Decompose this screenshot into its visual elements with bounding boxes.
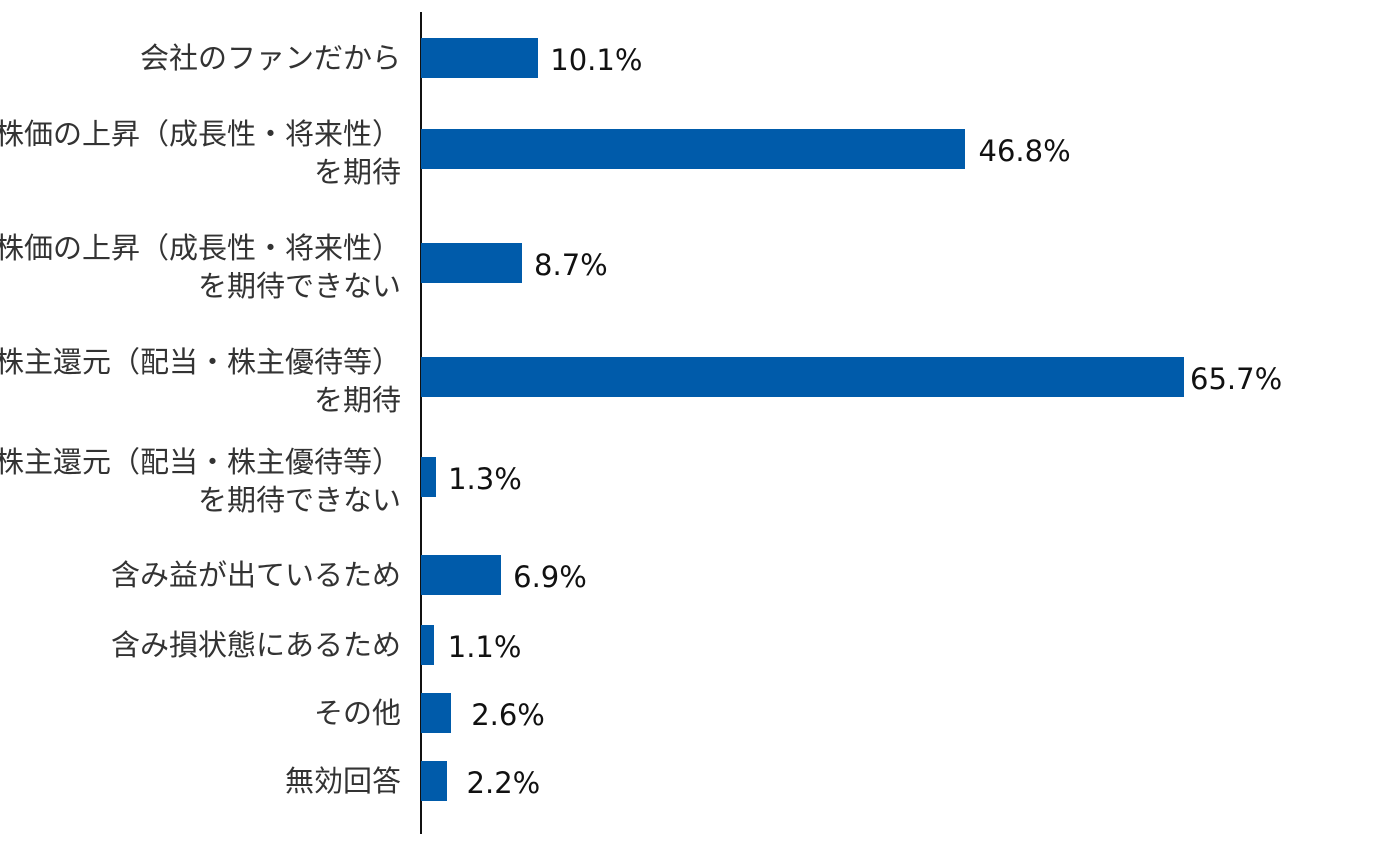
- category-label: 無効回答: [284, 764, 401, 798]
- value-label: 10.1%: [550, 43, 643, 77]
- bar: [421, 129, 965, 169]
- value-label: 2.6%: [471, 698, 545, 732]
- value-label: 6.9%: [513, 560, 587, 594]
- value-label: 1.3%: [448, 462, 522, 496]
- bar: [421, 457, 437, 497]
- value-label: 65.7%: [1190, 362, 1283, 396]
- category-label: その他: [313, 696, 401, 730]
- category-label: 含み損状態にあるため: [110, 628, 401, 662]
- value-label: 8.7%: [534, 248, 608, 282]
- bar: [421, 555, 502, 595]
- value-label: 1.1%: [447, 630, 522, 664]
- bar: [421, 357, 1184, 397]
- bar: [421, 243, 523, 283]
- value-label: 46.8%: [978, 134, 1071, 168]
- bar: [421, 625, 434, 665]
- category-label: 株価の上昇（成長性・将来性） を期待: [0, 117, 401, 189]
- value-label: 2.2%: [466, 766, 541, 800]
- bar: [421, 761, 447, 801]
- bar: [421, 693, 452, 733]
- y-axis-line: [420, 12, 422, 834]
- bar: [421, 38, 539, 78]
- category-label: 株主還元（配当・株主優待等） を期待: [0, 345, 401, 417]
- category-label: 株価の上昇（成長性・将来性） を期待できない: [0, 231, 401, 303]
- category-label: 会社のファンだから: [139, 41, 401, 75]
- category-label: 含み益が出ているため: [110, 558, 401, 592]
- category-label: 株主還元（配当・株主優待等） を期待できない: [0, 445, 401, 517]
